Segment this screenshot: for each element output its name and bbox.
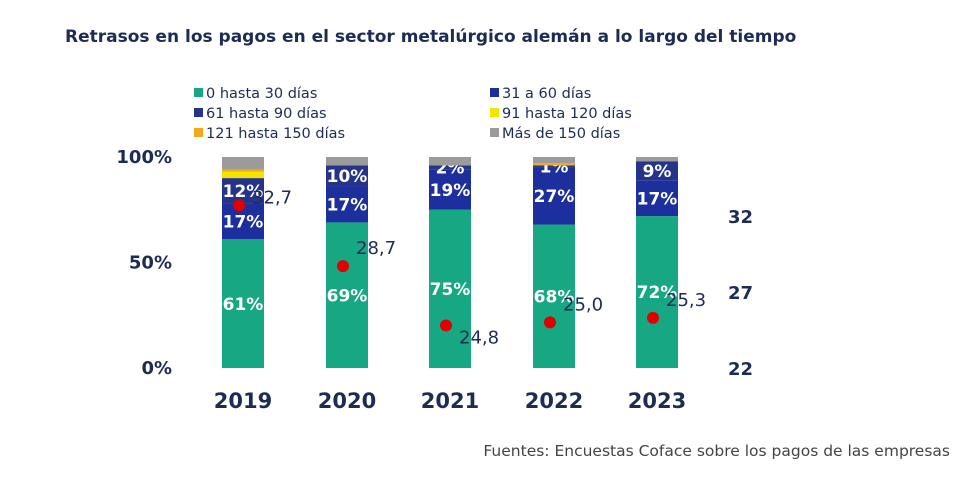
legend-swatch: [194, 108, 203, 117]
legend-item-31-60: 31 a 60 días: [490, 86, 591, 102]
avg-days-point: [233, 199, 245, 212]
avg-days-point: [440, 319, 452, 332]
legend-label: 31 a 60 días: [502, 86, 592, 102]
bar-segment: [429, 169, 471, 210]
bar-segment: [326, 157, 368, 166]
bar-segment: [533, 165, 575, 168]
x-tick-label: 2020: [318, 389, 376, 413]
legend-swatch: [194, 128, 203, 137]
bar-segment: [533, 167, 575, 225]
legend-swatch: [490, 128, 499, 137]
legend-label: 121 hasta 150 días: [206, 126, 346, 142]
legend-item-mas-150: Más de 150 días: [490, 126, 620, 142]
bar-segment: [222, 239, 264, 368]
bar-segment-label: 12%: [223, 182, 264, 202]
y-left-tick-label: 0%: [141, 358, 172, 379]
x-tick-label: 2019: [214, 389, 272, 413]
legend-swatch: [490, 88, 499, 97]
bar-segment: [222, 169, 264, 172]
avg-days-label: 25,3: [666, 290, 706, 311]
legend-item-91-120: 91 hasta 120 días: [490, 106, 632, 122]
bar-segment-label: 61%: [223, 295, 264, 315]
legend-item-121-150: 121 hasta 150 días: [194, 126, 345, 142]
bar-segment-label: 17%: [223, 212, 264, 232]
avg-days-label: 25,0: [563, 294, 603, 315]
y-left-tick-label: 100%: [116, 147, 172, 168]
bar-segment: [636, 216, 678, 368]
avg-days-label: 28,7: [356, 238, 396, 259]
legend-label: 61 hasta 90 días: [206, 106, 327, 122]
bar-segment: [429, 157, 471, 166]
y-right-tick-label: 27: [728, 283, 753, 304]
bar-segment-label: 68%: [534, 287, 575, 307]
bar-segment: [636, 161, 678, 181]
bar-segment: [533, 224, 575, 368]
legend-label: 0 hasta 30 días: [206, 86, 318, 102]
bar-segment-label: 19%: [430, 181, 471, 201]
bar-segment: [429, 209, 471, 368]
bar-segment-label: 17%: [637, 189, 678, 209]
chart-title: Retrasos en los pagos en el sector metal…: [65, 27, 797, 47]
y-left-tick-label: 50%: [129, 253, 172, 274]
bar-segment: [222, 157, 264, 170]
legend-swatch: [194, 88, 203, 97]
bar-segment-label: 72%: [637, 283, 678, 303]
source-note: Fuentes: Encuestas Coface sobre los pago…: [483, 442, 950, 460]
bar-segment-label: 75%: [430, 280, 471, 300]
bar-segment-label: 10%: [327, 167, 368, 187]
legend: 0 hasta 30 días 31 a 60 días 61 hasta 90…: [194, 86, 714, 146]
bar-segment: [326, 165, 368, 187]
avg-days-label: 32,7: [252, 187, 292, 208]
bar-segment: [429, 165, 471, 170]
bar-segment: [636, 180, 678, 217]
bar-segment: [222, 171, 264, 179]
y-right-tick-label: 32: [728, 207, 753, 228]
bar-segment: [533, 157, 575, 164]
legend-label: Más de 150 días: [502, 126, 621, 142]
legend-label: 91 hasta 120 días: [502, 106, 632, 122]
legend-swatch: [490, 108, 499, 117]
legend-item-0-30: 0 hasta 30 días: [194, 86, 317, 102]
bar-segment: [326, 222, 368, 368]
bar-segment-label: 27%: [534, 187, 575, 207]
legend-item-61-90: 61 hasta 90 días: [194, 106, 327, 122]
avg-days-point: [337, 260, 349, 273]
bar-segment-label: 9%: [643, 162, 672, 182]
bar-segment-label: 69%: [327, 286, 368, 306]
bar-segment: [636, 157, 678, 162]
x-tick-label: 2021: [421, 389, 479, 413]
bar-segment-label: 17%: [327, 196, 368, 216]
bar-segment: [222, 178, 264, 204]
avg-days-label: 24,8: [459, 327, 499, 348]
y-right-tick-label: 22: [728, 359, 753, 380]
x-tick-label: 2023: [628, 389, 686, 413]
x-tick-label: 2022: [525, 389, 583, 413]
avg-days-point: [544, 316, 556, 329]
bar-segment: [533, 163, 575, 166]
avg-days-point: [647, 311, 659, 324]
bar-segment: [326, 186, 368, 223]
